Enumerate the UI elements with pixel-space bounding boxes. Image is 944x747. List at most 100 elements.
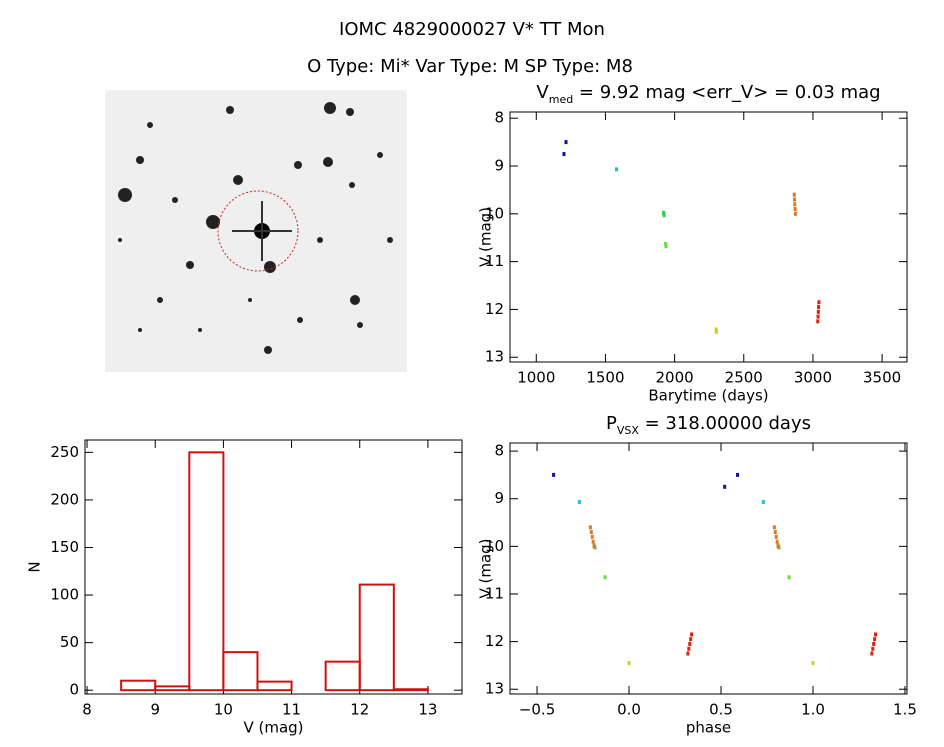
histogram-bar	[256, 680, 293, 692]
y-tick-label: 250	[50, 443, 79, 461]
title-rest: = 318.00000 days	[639, 413, 811, 434]
y-tick-label: 0	[69, 681, 79, 699]
data-point	[775, 539, 779, 544]
y-tick-label: 8	[494, 442, 504, 460]
y-tick-label: 50	[60, 633, 79, 651]
data-point	[816, 314, 820, 319]
x-tick-label: 8	[82, 701, 92, 719]
data-point	[590, 534, 594, 539]
data-point	[792, 192, 796, 197]
data-point	[817, 300, 821, 305]
x-axis-label: V (mag)	[243, 719, 303, 737]
histogram-bar	[358, 583, 395, 692]
x-tick-label: 3000	[794, 369, 832, 387]
star-image	[105, 90, 407, 372]
data-point	[793, 197, 797, 202]
data-point	[552, 472, 556, 477]
y-tick-label: 12	[485, 300, 504, 318]
y-axis-label: V (mag)	[477, 538, 495, 598]
x-tick-label: 13	[418, 701, 437, 719]
histogram-bar	[154, 685, 191, 692]
data-point	[592, 544, 596, 549]
y-tick-label: 8	[494, 109, 504, 127]
y-tick-label: 10	[485, 204, 504, 222]
data-point	[874, 632, 878, 637]
data-point	[816, 309, 820, 314]
chart-panel: 8 9 10 11 12 13 0 50 100 150 200 250 V (mag) N	[26, 439, 463, 737]
data-point	[787, 575, 791, 580]
x-tick-label: 0.5	[709, 701, 733, 719]
data-point	[873, 637, 877, 642]
plot-frame	[509, 111, 908, 363]
data-point	[793, 211, 797, 216]
data-point	[776, 544, 780, 549]
data-point	[591, 539, 595, 544]
data-point	[714, 327, 718, 332]
title-subscript: VSX	[617, 424, 640, 437]
data-point	[772, 525, 776, 530]
x-tick-label: 9	[150, 701, 160, 719]
y-tick-label: 10	[485, 537, 504, 555]
x-tick-label: 1500	[586, 369, 624, 387]
data-point	[872, 641, 876, 646]
chart-title: PVSX = 318.00000 days	[606, 413, 811, 437]
chart-panel: −0.5 0.0 0.5 1.0 1.5 8 9 10 11 12 13 phase V (mag) PV…	[477, 413, 917, 737]
x-tick-label: 3500	[863, 369, 901, 387]
chart-title: Vmed = 9.92 mag <err_V> = 0.03 mag	[536, 82, 880, 106]
x-tick-label: −0.5	[519, 701, 555, 719]
data-point	[793, 207, 797, 212]
data-point	[577, 500, 581, 505]
y-axis-label: V (mag)	[477, 207, 495, 267]
data-point	[723, 484, 727, 489]
y-tick-label: 9	[494, 157, 504, 175]
data-point	[687, 646, 691, 651]
x-tick-label: 1.0	[801, 701, 825, 719]
data-point	[627, 661, 631, 666]
data-point	[714, 329, 718, 334]
data-point	[690, 632, 694, 637]
data-point	[562, 152, 566, 157]
title-main: P	[606, 413, 617, 434]
data-point	[664, 244, 668, 249]
plot-frame	[509, 442, 908, 695]
y-tick-label: 13	[485, 680, 504, 698]
x-tick-label: 12	[350, 701, 369, 719]
data-point	[688, 641, 692, 646]
data-point	[662, 213, 666, 218]
page-title: IOMC 4829000027 V* TT Mon	[339, 19, 605, 40]
data-point	[871, 646, 875, 651]
x-tick-label: 2000	[656, 369, 694, 387]
y-tick-label: 13	[485, 348, 504, 366]
y-tick-label: 12	[485, 632, 504, 650]
data-point	[816, 319, 820, 324]
data-point	[793, 202, 797, 207]
data-point	[664, 241, 668, 246]
plot-frame	[84, 439, 463, 695]
x-tick-label: 10	[214, 701, 233, 719]
data-point	[689, 637, 693, 642]
y-tick-label: 200	[50, 490, 79, 508]
data-point	[773, 530, 777, 535]
title-main: V	[536, 82, 549, 103]
histogram-bar	[392, 688, 429, 692]
y-tick-label: 9	[494, 489, 504, 507]
y-tick-label: 11	[485, 252, 504, 270]
histogram-bar	[222, 651, 259, 692]
title-subscript: med	[549, 93, 573, 106]
data-point	[603, 575, 607, 580]
y-axis-label: N	[26, 561, 44, 572]
data-point	[817, 305, 821, 310]
page-subtitle: O Type: Mi* Var Type: M SP Type: M8	[307, 56, 633, 77]
data-point	[686, 651, 690, 656]
y-tick-label: 150	[50, 538, 79, 556]
x-tick-label: 1.5	[893, 701, 917, 719]
x-tick-label: 11	[282, 701, 301, 719]
x-tick-label: 1000	[517, 369, 555, 387]
chart-panel: 1000 1500 2000 2500 3000 3500 8 9 10 11 12 13 Baryti…	[477, 82, 908, 405]
data-point	[761, 500, 765, 505]
data-point	[870, 651, 874, 656]
data-point	[564, 140, 568, 145]
y-tick-label: 100	[50, 586, 79, 604]
data-point	[588, 525, 592, 530]
